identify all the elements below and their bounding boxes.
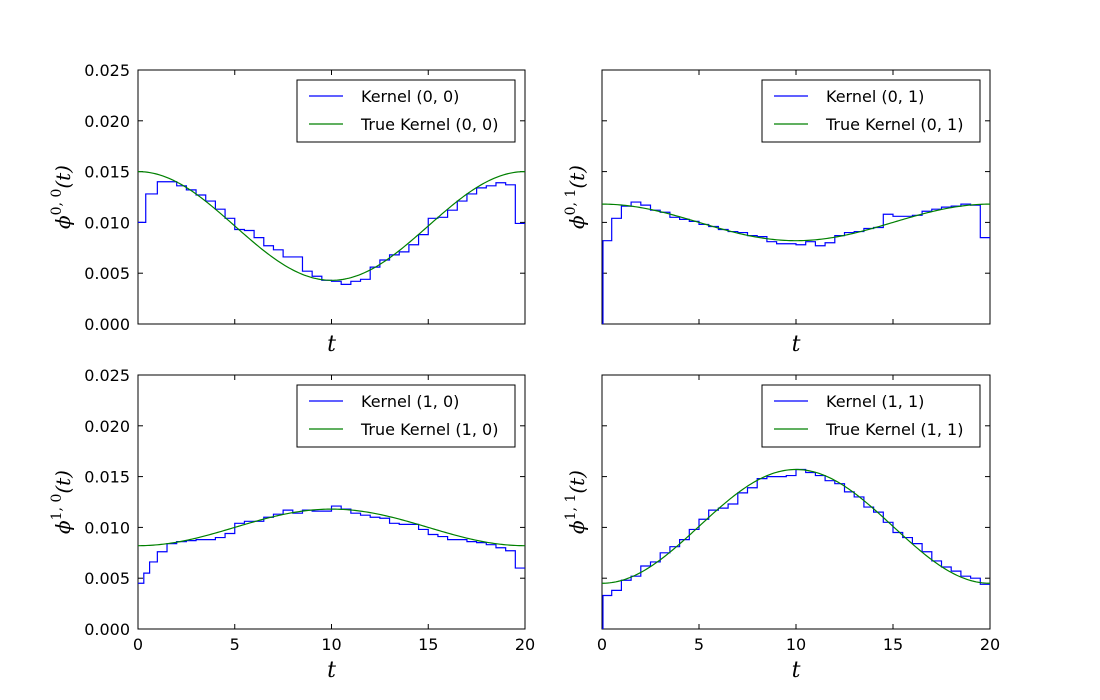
y-axis-label-base: ϕ — [565, 520, 589, 534]
estimated-kernel-line — [602, 468, 990, 629]
x-tick-label: 20 — [980, 635, 1000, 654]
subplot-3: 0 5 10 15 20 0.000 0.005 0.010 0.015 0.020 0.025 Ke… — [49, 366, 535, 683]
y-axis-label-arg: (t) — [565, 165, 589, 189]
legend: Kernel (1, 0) True Kernel (1, 0) — [296, 384, 516, 448]
y-axis-label-arg: (t) — [565, 470, 589, 494]
legend-label: Kernel (1, 0) — [361, 392, 459, 411]
y-axis-label: ϕ1, 1(t) — [563, 470, 589, 534]
x-axis-label: t — [327, 332, 336, 357]
estimated-kernel-line — [602, 201, 990, 324]
y-axis-label-sup: 1, 0 — [49, 494, 65, 521]
y-tick-label: 0.025 — [84, 61, 130, 80]
legend-label: True Kernel (1, 0) — [360, 420, 498, 439]
x-axis-label: t — [792, 658, 801, 683]
y-axis-label: ϕ0, 0(t) — [49, 165, 75, 229]
y-axis-label-base: ϕ — [51, 215, 75, 229]
y-tick-label: 0.015 — [84, 163, 130, 182]
legend: Kernel (1, 1) True Kernel (1, 1) — [761, 384, 981, 448]
estimated-kernel-line — [138, 181, 525, 285]
y-axis-label-arg: (t) — [51, 165, 75, 189]
true-kernel-line — [602, 203, 990, 242]
x-tick-label: 20 — [515, 635, 535, 654]
x-axis-label: t — [327, 658, 336, 683]
y-axis-label-sup: 0, 0 — [49, 189, 65, 216]
true-kernel-line — [602, 468, 990, 584]
y-axis-label-base: ϕ — [51, 520, 75, 534]
y-tick-label: 0.010 — [84, 213, 130, 232]
x-tick-label: 15 — [883, 635, 903, 654]
subplot-2: Kernel (0, 1) True Kernel (0, 1) t ϕ0, 1(t) — [563, 69, 991, 357]
legend-box — [761, 79, 981, 143]
y-tick-label: 0.005 — [84, 264, 130, 283]
true-kernel-line — [138, 508, 525, 547]
legend-label: True Kernel (0, 1) — [825, 115, 963, 134]
subplot-4: 0 5 10 15 20 Kernel (1, 1) True Kernel (1, 1) t… — [563, 374, 1000, 683]
x-tick-label: 10 — [321, 635, 341, 654]
true-kernel-line — [138, 171, 525, 281]
x-axis-label: t — [792, 332, 801, 357]
x-tick-label: 0 — [597, 635, 607, 654]
y-axis-label: ϕ1, 0(t) — [49, 470, 75, 534]
legend-box — [296, 79, 516, 143]
y-tick-label: 0.020 — [84, 112, 130, 131]
x-tick-label: 5 — [694, 635, 704, 654]
y-tick-label: 0.020 — [84, 417, 130, 436]
x-tick-label: 15 — [418, 635, 438, 654]
x-tick-label: 5 — [230, 635, 240, 654]
y-tick-label: 0.000 — [84, 620, 130, 639]
legend: Kernel (0, 1) True Kernel (0, 1) — [761, 79, 981, 143]
y-axis-label-arg: (t) — [51, 470, 75, 494]
legend-label: True Kernel (0, 0) — [360, 115, 498, 134]
y-tick-label: 0.005 — [84, 569, 130, 588]
y-tick-label: 0.000 — [84, 315, 130, 334]
x-tick-label: 10 — [786, 635, 806, 654]
legend-label: Kernel (0, 1) — [826, 87, 924, 106]
y-tick-label: 0.015 — [84, 468, 130, 487]
y-axis-label: ϕ0, 1(t) — [563, 165, 589, 229]
legend-box — [761, 384, 981, 448]
legend-box — [296, 384, 516, 448]
legend-label: Kernel (1, 1) — [826, 392, 924, 411]
y-tick-label: 0.025 — [84, 366, 130, 385]
y-axis-label-base: ϕ — [565, 215, 589, 229]
y-axis-label-sup: 1, 1 — [563, 494, 579, 521]
estimated-kernel-line — [138, 505, 525, 584]
legend-label: True Kernel (1, 1) — [825, 420, 963, 439]
legend: Kernel (0, 0) True Kernel (0, 0) — [296, 79, 516, 143]
y-tick-label: 0.010 — [84, 518, 130, 537]
subplot-1: 0.000 0.005 0.010 0.015 0.020 0.025 Kernel (0,… — [49, 61, 526, 357]
legend-label: Kernel (0, 0) — [361, 87, 459, 106]
x-tick-label: 0 — [133, 635, 143, 654]
y-axis-label-sup: 0, 1 — [563, 189, 579, 216]
